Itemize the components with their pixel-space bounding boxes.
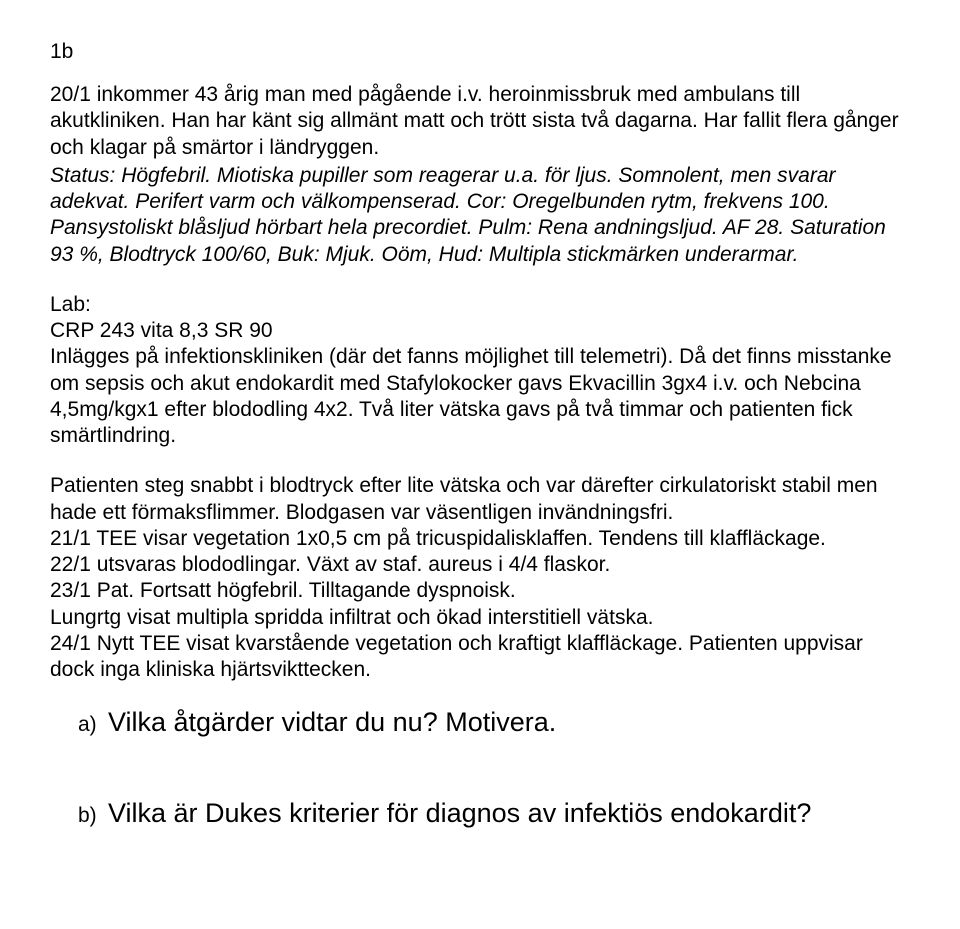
status-paragraph: Status: Högfebril. Miotiska pupiller som…	[50, 163, 910, 268]
question-b-marker: b)	[78, 804, 108, 828]
intro-paragraph: 20/1 inkommer 43 årig man med pågående i…	[50, 82, 910, 161]
lab-header: Lab:	[50, 292, 910, 318]
question-b: b) Vilka är Dukes kriterier för diagnos …	[50, 798, 910, 829]
lab-values: CRP 243 vita 8,3 SR 90	[50, 318, 910, 344]
lab-section: Lab: CRP 243 vita 8,3 SR 90 Inlägges på …	[50, 292, 910, 450]
document-label: 1b	[50, 40, 910, 64]
question-a: a) Vilka åtgärder vidtar du nu? Motivera…	[50, 707, 910, 738]
progress-paragraph: Patienten steg snabbt i blodtryck efter …	[50, 473, 910, 683]
lab-body: Inlägges på infektionskliniken (där det …	[50, 345, 892, 447]
question-b-text: Vilka är Dukes kriterier för diagnos av …	[108, 798, 811, 829]
question-a-text: Vilka åtgärder vidtar du nu? Motivera.	[108, 707, 556, 738]
question-a-marker: a)	[78, 713, 108, 737]
